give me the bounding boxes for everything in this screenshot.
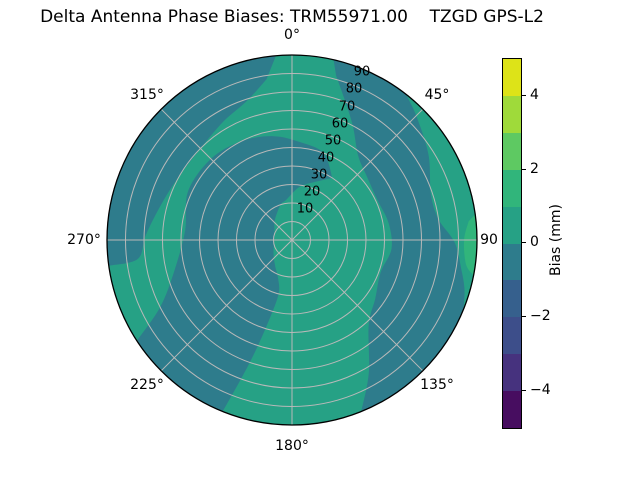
radial-tick-30: 30	[310, 167, 328, 183]
angular-tick-90: 90	[480, 232, 498, 248]
radial-tick-70: 70	[338, 99, 356, 115]
contour-region-dark_nw_rim_crescent	[107, 55, 276, 266]
radial-tick-10: 10	[296, 201, 314, 217]
colorbar-segment-1	[503, 95, 521, 133]
angular-tick-315: 315°	[130, 87, 164, 103]
radial-tick-40: 40	[317, 150, 335, 166]
angular-tick-180: 180°	[275, 438, 309, 454]
contour-region-bright_east_rim_sliver	[463, 214, 477, 276]
colorbar-segment-9	[503, 391, 521, 429]
colorbar-tickmark	[522, 95, 526, 96]
colorbar-tickmark	[522, 316, 526, 317]
colorbar-segment-4	[503, 206, 521, 244]
colorbar-segment-5	[503, 243, 521, 281]
colorbar-tick-m2: −2	[530, 308, 551, 324]
radial-tick-50: 50	[324, 133, 342, 149]
colorbar-tick-4: 4	[530, 87, 539, 103]
colorbar-segment-6	[503, 280, 521, 318]
chart-title: Delta Antenna Phase Biases: TRM55971.00 …	[40, 7, 544, 27]
contour-region-dark_east_band	[333, 59, 465, 412]
angular-tick-0: 0°	[284, 27, 300, 43]
colorbar-tickmark	[522, 390, 526, 391]
colorbar-segment-3	[503, 169, 521, 207]
colorbar-tick-0: 0	[530, 234, 539, 250]
colorbar-tickmark	[522, 242, 526, 243]
radial-tick-20: 20	[303, 184, 321, 200]
colorbar-segment-8	[503, 354, 521, 392]
grid-spoke	[160, 108, 424, 372]
radial-tick-60: 60	[331, 116, 349, 132]
colorbar-segment-2	[503, 132, 521, 170]
angular-tick-225: 225°	[130, 377, 164, 393]
angular-tick-45: 45°	[424, 87, 450, 103]
angular-tick-135: 135°	[420, 377, 454, 393]
colorbar-tick-m4: −4	[530, 382, 551, 398]
angular-tick-270: 270°	[67, 232, 101, 248]
radial-tick-90: 90	[353, 64, 371, 80]
colorbar-segment-7	[503, 317, 521, 355]
colorbar-segment-0	[503, 59, 521, 96]
colorbar-axis-label: Bias (mm)	[548, 203, 564, 277]
colorbar	[502, 58, 522, 429]
polar-outline	[106, 54, 478, 426]
radial-tick-80: 80	[345, 81, 363, 97]
colorbar-tick-2: 2	[530, 161, 539, 177]
colorbar-tickmark	[522, 169, 526, 170]
